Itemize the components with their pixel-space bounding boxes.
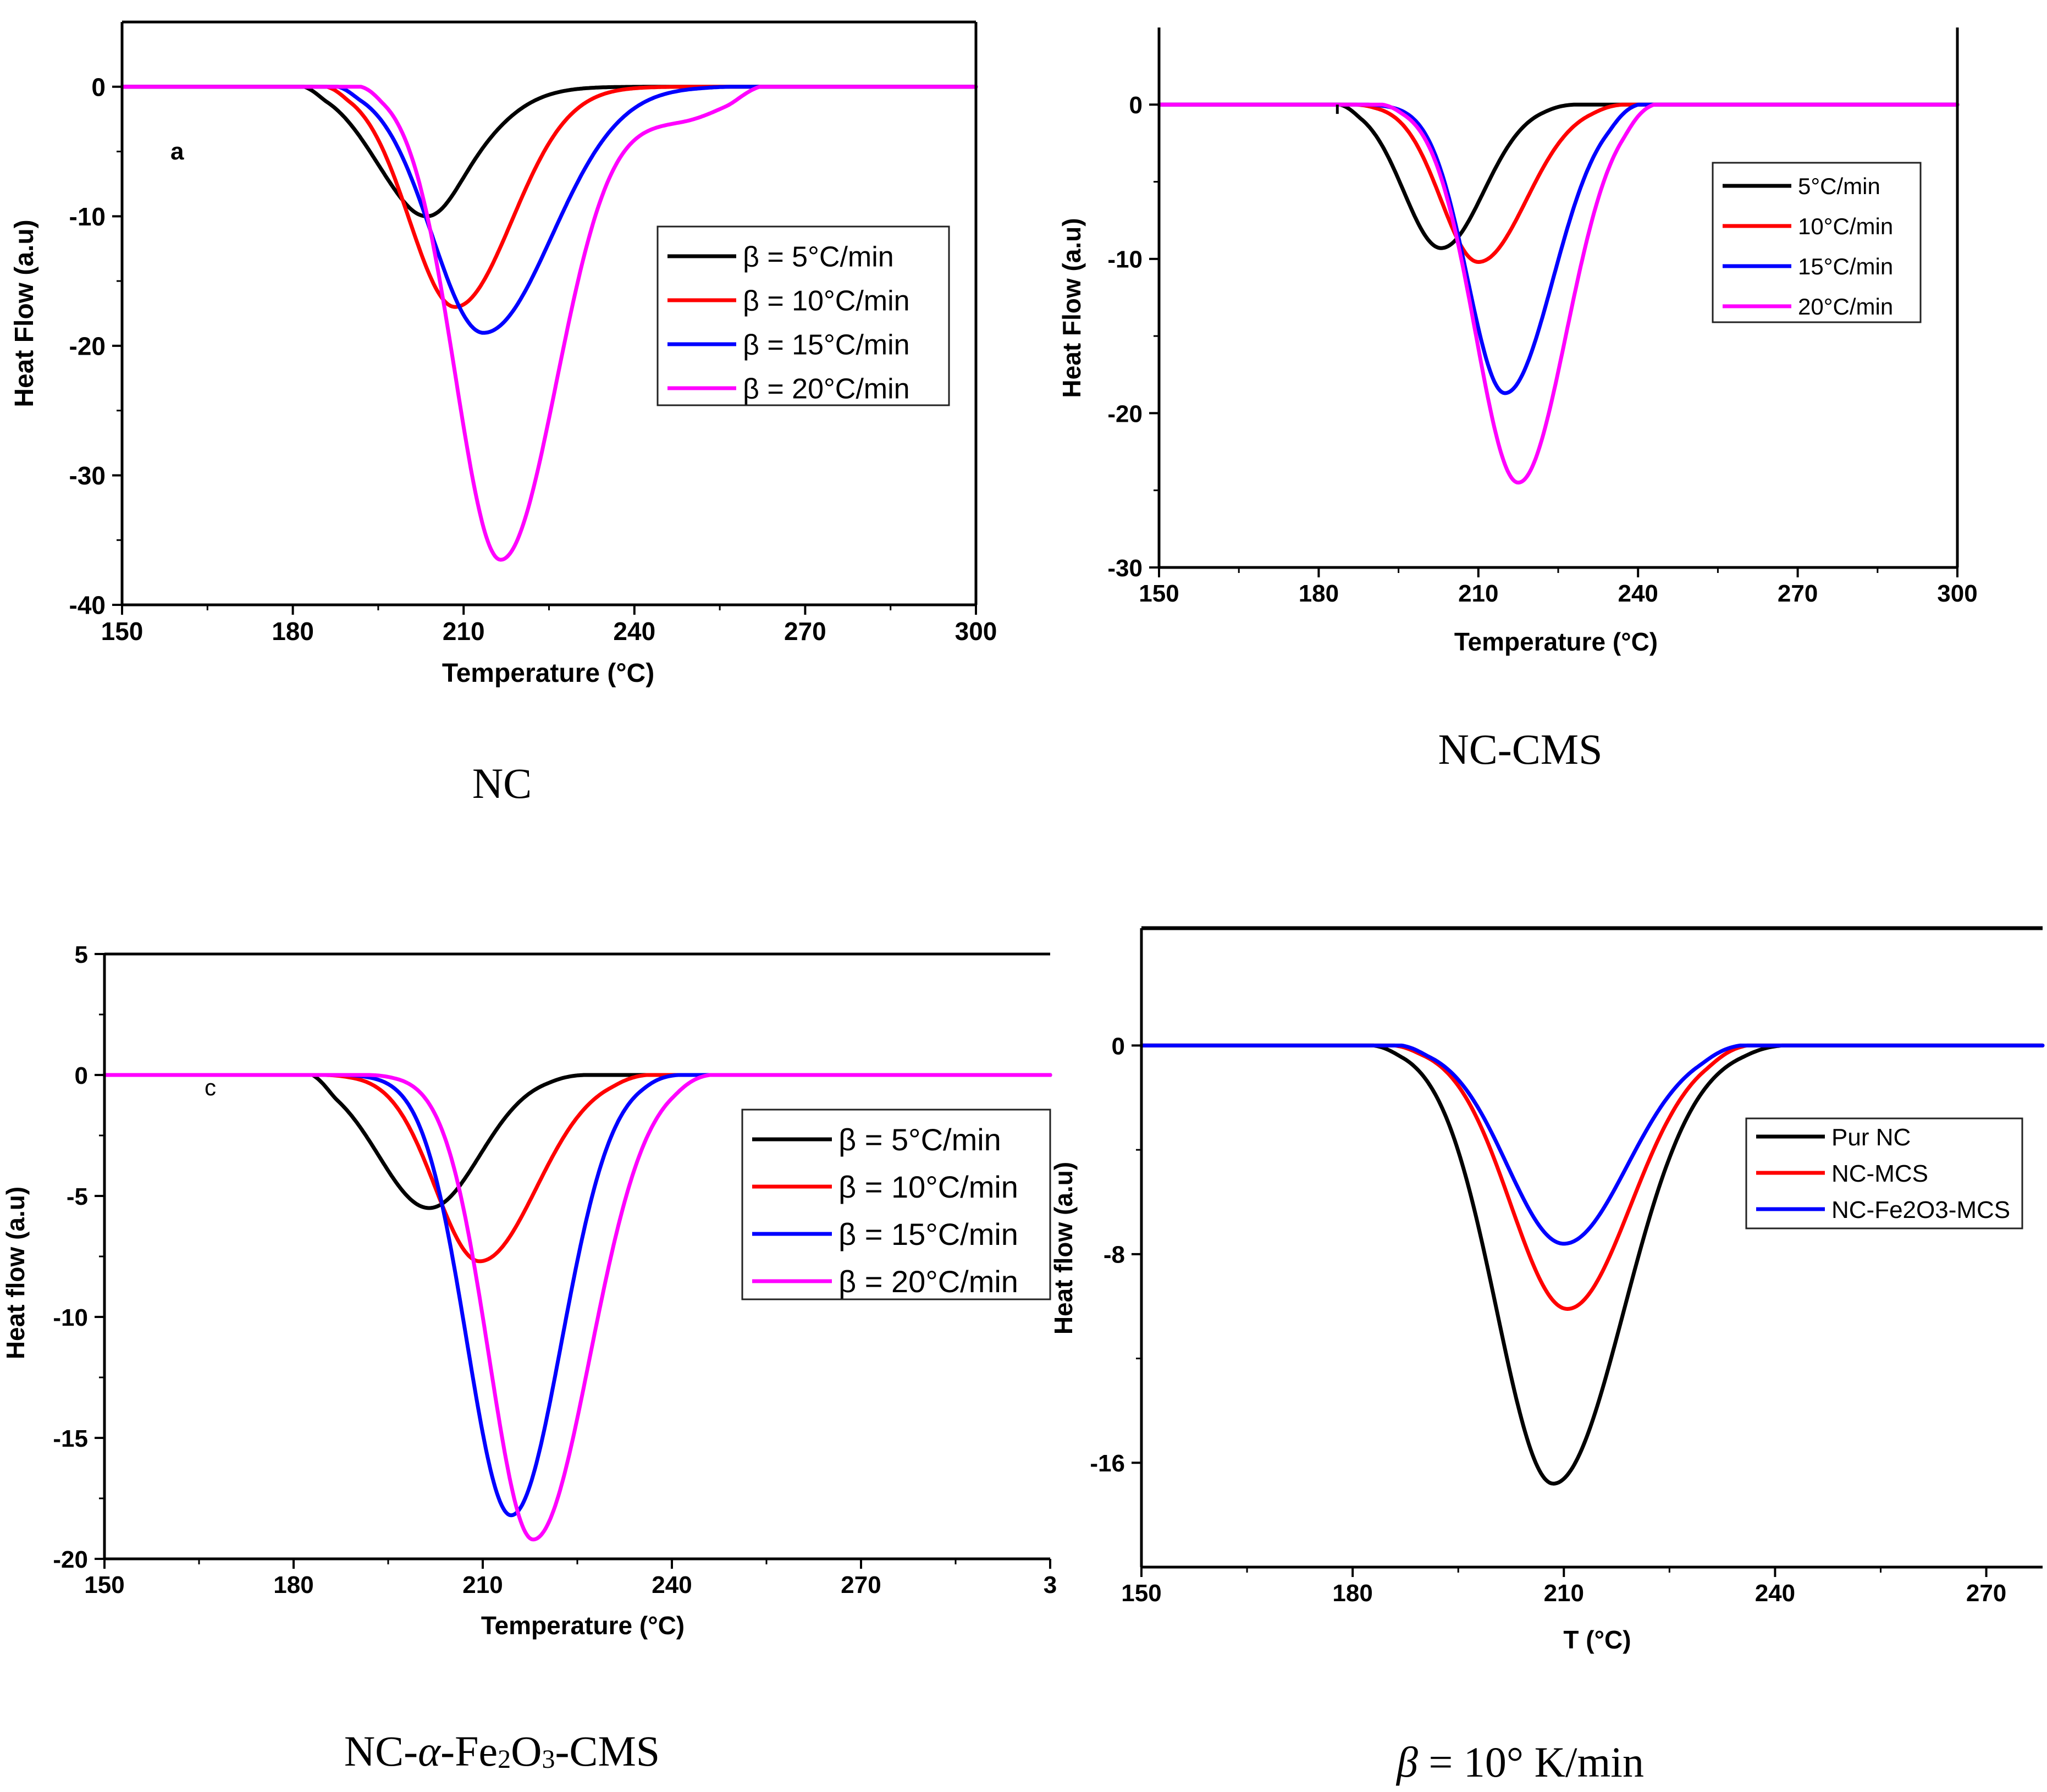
legend-label-1: β = 10°C/min [838,1170,1018,1204]
legend-label-1: β = 10°C/min [743,285,910,317]
caption-a: NC [472,759,532,808]
caption-c-alpha: α [418,1727,441,1775]
legend-label-0: β = 5°C/min [743,241,894,273]
y-tick-label--20: -20 [1107,400,1143,427]
legend: β = 5°C/min β = 10°C/min β = 15°C/min β = 2… [741,1109,1051,1300]
x-tick-label-180: 180 [273,1572,313,1598]
y-tick-label--20: -20 [69,332,106,360]
x-tick-label-300: 300 [955,617,997,646]
x-tick-label-150: 150 [84,1572,124,1598]
legend-label-3: 20°C/min [1798,294,1893,319]
caption-d-rest: = 10° K/min [1417,1738,1644,1786]
x-tick-label-210: 210 [1544,1580,1584,1607]
x-tick-label-270: 270 [1778,580,1818,607]
y-tick-label-0: 0 [1129,92,1143,119]
panel-d-comparison: 150 180 210 240 270 0 -8 -16 T (°C) Heat flow (a.… [1049,926,2045,1654]
caption-c-part4: -CMS [555,1727,660,1775]
y-tick-label-5: 5 [75,941,88,968]
x-tick-label-300: 3 [1044,1572,1057,1598]
caption-c: NC-α-Fe2O3-CMS [344,1727,660,1776]
x-axis-label: Temperature (°C) [481,1611,685,1640]
y-tick-label--16: -16 [1090,1450,1125,1477]
series-line-b-3 [1157,102,1960,485]
y-tick-label--20: -20 [53,1546,88,1573]
y-tick-label-0: 0 [1112,1033,1125,1060]
y-tick-label--40: -40 [69,591,106,620]
caption-a-text: NC [472,759,532,807]
x-tick-label-180: 180 [1299,580,1339,607]
x-axis-label: Temperature (°C) [1454,627,1658,656]
panel-a-nc: 150 180 210 240 270 300 0 -10 -20 -30 -40 Temperatu… [10,20,997,688]
series-line-d-2 [1139,1043,2045,1246]
y-axis-label: Heat Flow (a.u) [1057,218,1086,398]
x-tick-label-240: 240 [613,617,655,646]
x-tick-label-240: 240 [652,1572,692,1598]
x-tick-label-270: 270 [841,1572,881,1598]
caption-c-sub1: 2 [498,1745,511,1774]
legend-label-2: β = 15°C/min [743,329,910,361]
series-line-a-3 [120,85,978,562]
y-axis-label: Heat flow (a.u) [1049,1162,1078,1335]
caption-b: NC-CMS [1438,725,1602,774]
x-tick-label-210: 210 [443,617,485,646]
y-tick-label-0: 0 [91,73,106,101]
legend: 5°C/min 10°C/min 15°C/min 20°C/min [1712,162,1922,323]
caption-b-text: NC-CMS [1438,725,1603,773]
panel-letter: c [205,1074,216,1100]
caption-c-part2: -Fe [440,1727,498,1775]
caption-c-part1: NC- [344,1727,418,1775]
x-tick-label-270: 270 [1966,1580,2006,1607]
legend-label-0: 5°C/min [1798,173,1880,199]
plot-area [1141,928,2043,1567]
legend-label-0: β = 5°C/min [838,1122,1001,1157]
y-tick-label--8: -8 [1103,1242,1125,1269]
y-tick-label--10: -10 [69,202,106,231]
legend: β = 5°C/min β = 10°C/min β = 15°C/min β = 2… [656,225,950,406]
panel-c-nc-fe2o3-cms: 150 180 210 240 270 3 5 0 -5 -10 -15 -20 Temperature… [1,941,1057,1640]
x-tick-label-180: 180 [1332,1580,1372,1607]
legend-label-2: 15°C/min [1798,253,1893,279]
legend-box [1712,162,1922,323]
y-tick-label--15: -15 [53,1425,88,1452]
x-tick-label-150: 150 [101,617,144,646]
y-tick-label-0: 0 [75,1062,88,1089]
legend-label-3: β = 20°C/min [838,1264,1018,1299]
x-tick-label-210: 210 [462,1572,503,1598]
caption-d: β = 10° K/min [1397,1738,1644,1787]
legend: Pur NC NC-MCS NC-Fe2O3-MCS [1745,1117,2023,1229]
caption-c-part3: O [511,1727,542,1775]
caption-c-sub2: 3 [542,1745,555,1774]
x-tick-label-180: 180 [272,617,314,646]
legend-label-0: Pur NC [1831,1124,1911,1151]
x-tick-label-150: 150 [1121,1580,1161,1607]
panel-b-nc-cms: 150 180 210 240 270 300 0 -10 -20 -30 Temperature … [1057,27,1978,656]
y-tick-label--30: -30 [69,461,106,490]
caption-d-beta: β [1397,1738,1418,1786]
legend-label-2: β = 15°C/min [838,1217,1018,1251]
legend-label-3: β = 20°C/min [743,373,910,405]
y-tick-label--5: -5 [67,1183,88,1210]
x-tick-label-210: 210 [1458,580,1498,607]
x-tick-label-270: 270 [784,617,826,646]
x-axis-label: Temperature (°C) [442,659,654,688]
x-tick-label-150: 150 [1139,580,1179,607]
x-tick-label-240: 240 [1755,1580,1795,1607]
y-tick-label--10: -10 [53,1304,88,1331]
x-tick-label-240: 240 [1618,580,1658,607]
legend-label-2: NC-Fe2O3-MCS [1831,1196,2010,1223]
x-tick-label-300: 300 [1937,580,1977,607]
legend-box [656,225,950,406]
y-axis-label: Heat flow (a.u) [1,1187,30,1359]
legend-label-1: 10°C/min [1798,213,1893,239]
panel-letter: a [170,138,184,165]
x-axis-label: T (°C) [1563,1625,1631,1654]
y-tick-label--30: -30 [1107,555,1143,582]
series-line-c-3 [102,1073,1052,1542]
legend-label-1: NC-MCS [1831,1160,1928,1187]
y-tick-label--10: -10 [1107,246,1143,273]
y-axis-label: Heat Flow (a.u) [10,219,39,407]
